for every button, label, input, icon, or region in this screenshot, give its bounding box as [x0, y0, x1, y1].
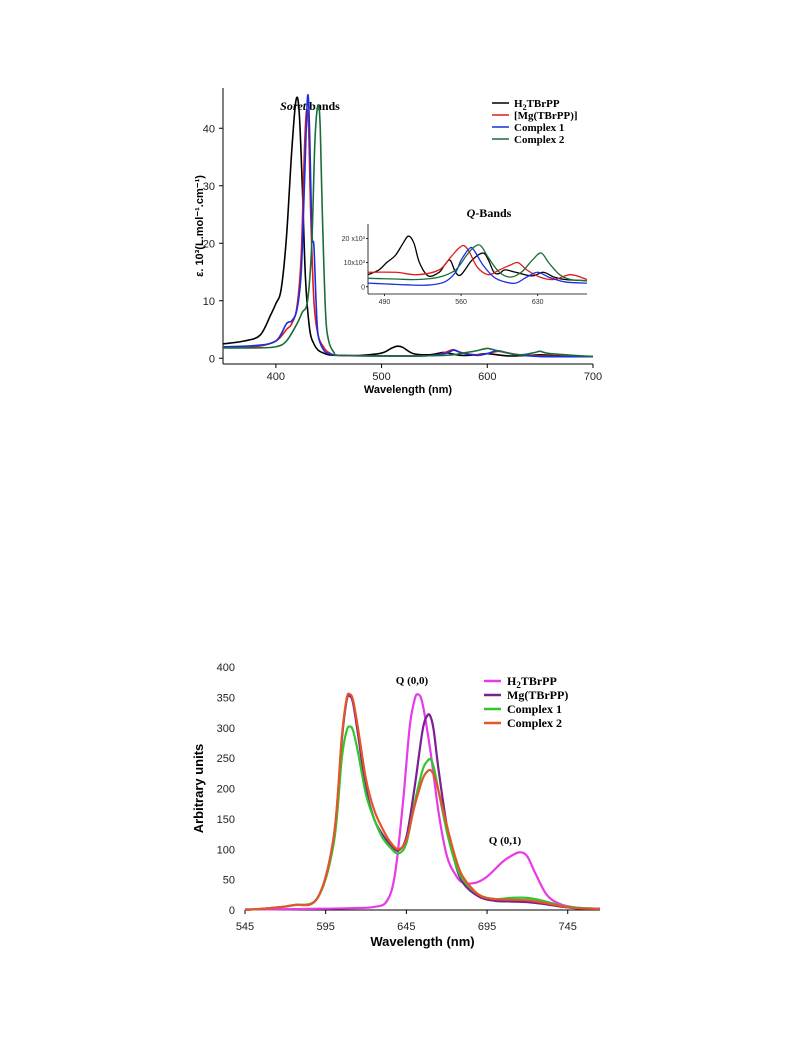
inset-y-tick-label: 0	[361, 284, 365, 291]
y-tick-label: 20	[203, 238, 215, 250]
y-tick-label: 50	[223, 875, 235, 887]
x-tick-label: 500	[372, 371, 390, 383]
y-tick-label: 350	[217, 692, 235, 704]
legend-label: Complex 1	[507, 702, 562, 716]
x-axis-title: Wavelength (nm)	[364, 384, 453, 396]
y-tick-label: 10	[203, 296, 215, 308]
x-tick-label: 695	[478, 921, 496, 933]
inset-series-line	[367, 246, 588, 286]
y-tick-label: 250	[217, 753, 235, 765]
legend-label: [Mg(TBrPP)]	[514, 110, 578, 122]
x-tick-label: 645	[397, 921, 415, 933]
legend-label: Complex 2	[514, 134, 565, 146]
inset-x-tick-label: 630	[532, 299, 544, 306]
legend-text: TBrPP	[527, 98, 560, 110]
y-tick-label: 0	[229, 905, 235, 917]
emission-chart: 0 50 100 150 200 250 300 350 400 545 595 645 695 745 W…	[191, 662, 601, 949]
inset-x-tick-label: 490	[379, 299, 391, 306]
y-tick-label: 40	[203, 123, 215, 135]
legend-subscript: 2	[516, 680, 521, 690]
soret-suffix: bands	[306, 99, 340, 113]
soret-prefix: Soret	[280, 99, 307, 113]
y-tick-label: 150	[217, 814, 235, 826]
legend-text: TBrPP	[521, 674, 557, 688]
q-bands-prefix: Q	[467, 206, 476, 220]
series-line	[244, 693, 601, 911]
q-bands-suffix: -Bands	[475, 206, 511, 220]
series-line	[222, 104, 594, 358]
legend-label: Complex 2	[507, 716, 562, 730]
x-tick-label: 400	[267, 371, 285, 383]
q01-annotation: Q (0,1)	[489, 835, 522, 847]
inset-x-tick-label: 560	[455, 299, 467, 306]
legend-label: Complex 1	[514, 122, 564, 134]
series-line	[244, 725, 601, 912]
series-line	[222, 108, 594, 358]
y-axis-title: Arbitrary units	[191, 744, 206, 834]
legend-subscript: 2	[523, 103, 527, 112]
x-tick-label: 700	[584, 371, 602, 383]
inset-series-line	[367, 244, 588, 281]
x-axis-title: Wavelength (nm)	[370, 934, 474, 949]
inset-series-line	[367, 244, 588, 282]
x-tick-label: 745	[559, 921, 577, 933]
y-tick-label: 0	[209, 353, 215, 365]
inset-series-line	[367, 235, 588, 282]
legend-label: H2TBrPP	[507, 674, 557, 690]
y-tick-label: 30	[203, 181, 215, 193]
legend-label: H2TBrPP	[514, 98, 560, 112]
y-tick-label: 400	[217, 662, 235, 674]
legend-text: H	[514, 98, 523, 110]
q-bands-title: Q-Bands	[467, 206, 512, 220]
legend-text: H	[507, 674, 517, 688]
series-line	[222, 94, 594, 358]
y-tick-label: 200	[217, 784, 235, 796]
x-tick-label: 600	[478, 371, 496, 383]
inset-y-tick-label: 10x10³	[344, 260, 366, 267]
legend-label: Mg(TBrPP)	[507, 688, 568, 702]
x-tick-label: 595	[317, 921, 335, 933]
x-tick-label: 545	[236, 921, 254, 933]
series-line	[244, 692, 601, 912]
inset-y-tick-label: 20 x10³	[342, 236, 366, 243]
q00-annotation: Q (0,0)	[396, 675, 429, 687]
soret-annotation: Soret bands	[280, 99, 340, 113]
y-tick-label: 100	[217, 844, 235, 856]
y-axis-title: ε. 10³(L.mol⁻¹.cm⁻¹)	[194, 175, 206, 277]
y-tick-label: 300	[217, 723, 235, 735]
